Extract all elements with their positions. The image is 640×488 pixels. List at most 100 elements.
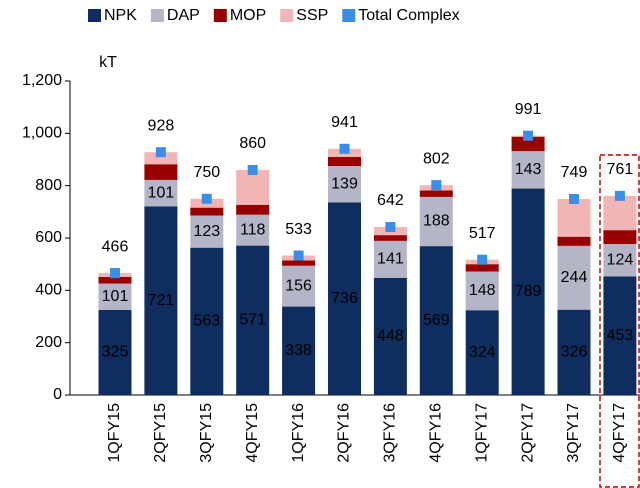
x-tick-label: 2QFY17	[519, 403, 536, 463]
bar-segment	[603, 195, 637, 231]
bar-segment	[144, 164, 178, 180]
legend-swatch	[88, 9, 101, 22]
bar-segment	[144, 152, 178, 165]
value-label: 326	[561, 344, 588, 361]
bar-segment	[98, 309, 132, 395]
bar-segment	[419, 196, 453, 247]
total-label: 860	[239, 135, 266, 152]
value-label: 101	[148, 184, 175, 201]
value-label: 118	[240, 221, 266, 238]
bar-segment	[511, 151, 545, 189]
y-tick-label: 600	[35, 229, 62, 246]
value-label: 324	[469, 344, 496, 361]
bar-segment	[144, 179, 178, 207]
legend-label: DAP	[167, 7, 200, 24]
x-tick-label: 1QFY16	[290, 403, 307, 463]
total-label: 802	[423, 150, 450, 167]
value-label: 188	[423, 213, 450, 230]
highlight-box	[599, 154, 640, 488]
total-marker	[339, 143, 350, 154]
bar-segment	[603, 276, 637, 395]
y-tick-label: 1,200	[22, 72, 62, 89]
bar-segment	[282, 265, 316, 307]
bar-segment	[328, 156, 361, 167]
total-label: 991	[515, 101, 542, 118]
bar-segment	[603, 244, 637, 277]
bar-segment	[282, 260, 316, 266]
total-label: 750	[193, 164, 220, 181]
bar-segment	[98, 283, 132, 310]
x-tick-label: 4QFY17	[611, 403, 628, 463]
bar-segment	[557, 236, 591, 246]
total-marker	[155, 147, 166, 158]
value-label: 789	[515, 283, 542, 300]
x-tick-label: 4QFY16	[428, 403, 445, 463]
legend-swatch	[213, 9, 227, 22]
bar-segment	[144, 206, 178, 395]
value-label: 148	[469, 282, 496, 299]
legend-label: SSP	[296, 7, 328, 24]
bar-segment	[373, 235, 407, 241]
y-tick-label: 0	[53, 386, 62, 403]
total-label: 533	[285, 221, 312, 238]
total-marker	[614, 190, 625, 201]
x-tick-label: 2QFY15	[152, 403, 169, 463]
bar-segment	[190, 247, 224, 395]
y-tick-label: 1,000	[22, 125, 62, 142]
value-label: 124	[607, 251, 634, 268]
bar-segment	[190, 215, 224, 248]
total-label: 749	[561, 164, 588, 181]
y-tick-label: 800	[35, 177, 62, 194]
total-marker	[477, 254, 488, 265]
value-label: 123	[193, 223, 220, 240]
legend-swatch	[150, 9, 164, 22]
value-label: 453	[607, 327, 634, 344]
total-label: 941	[331, 114, 358, 131]
legend-label: NPK	[104, 7, 137, 24]
bar-segment	[190, 207, 224, 216]
value-label: 143	[515, 161, 542, 178]
total-label: 466	[102, 238, 129, 255]
value-label: 448	[377, 328, 404, 345]
x-tick-label: 3QFY17	[565, 403, 582, 463]
bar-segment	[465, 264, 499, 272]
y-tick-label: 400	[35, 282, 62, 299]
total-marker	[431, 180, 442, 191]
x-tick-label: 3QFY15	[198, 403, 215, 463]
value-label: 571	[239, 312, 266, 329]
bar-segment	[603, 230, 637, 245]
bar-segment	[465, 310, 499, 395]
total-label: 928	[148, 117, 175, 134]
legend-swatch	[280, 9, 294, 22]
x-tick-label: 2QFY16	[336, 403, 353, 463]
value-label: 139	[331, 175, 358, 192]
bar-segment	[419, 190, 453, 197]
bar-segment	[236, 169, 270, 205]
y-axis-label: kT	[99, 54, 117, 71]
value-label: 721	[148, 292, 175, 309]
legend-label: MOP	[230, 7, 266, 24]
value-label: 156	[285, 277, 312, 294]
total-label: 761	[607, 161, 634, 178]
total-marker	[110, 268, 120, 279]
value-label: 141	[377, 251, 404, 268]
total-label: 517	[469, 225, 496, 242]
bar-segment	[419, 246, 453, 395]
bar-segment	[282, 306, 316, 395]
x-tick-label: 1QFY15	[106, 403, 123, 463]
value-label: 101	[102, 288, 129, 305]
x-tick-label: 1QFY17	[473, 403, 490, 463]
value-label: 325	[102, 344, 129, 361]
bar-segment	[511, 136, 545, 152]
total-marker	[293, 250, 304, 261]
y-tick-label: 200	[35, 334, 62, 351]
total-marker	[523, 130, 534, 141]
bar-segment	[236, 245, 270, 395]
total-marker	[569, 194, 579, 205]
bar-segment	[557, 199, 591, 237]
total-marker	[385, 222, 396, 233]
bar-segment	[557, 309, 591, 395]
bar-segment	[557, 245, 591, 310]
total-label: 642	[377, 192, 404, 209]
